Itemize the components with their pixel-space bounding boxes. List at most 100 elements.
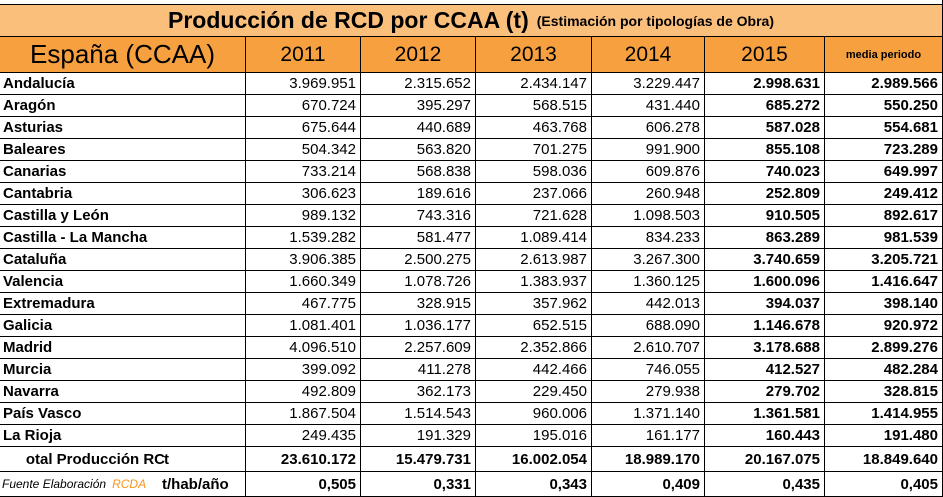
region-name: Navarra — [0, 381, 246, 403]
cell-value: 587.028 — [705, 117, 825, 139]
cell-value: 1.146.678 — [705, 315, 825, 337]
cell-value: 2.989.566 — [825, 73, 943, 95]
cell-value: 3.740.659 — [705, 249, 825, 271]
cell-value: 1.098.503 — [592, 205, 705, 227]
cell-value: 328.915 — [361, 293, 476, 315]
cell-value: 160.443 — [705, 425, 825, 447]
column-header: 2013 — [476, 37, 592, 73]
cell-value: 412.527 — [705, 359, 825, 381]
cell-value: 1.371.140 — [592, 403, 705, 425]
column-header: 2012 — [361, 37, 476, 73]
region-name: Extremadura — [0, 293, 246, 315]
per-capita-value: 0,331 — [361, 472, 476, 497]
cell-value: 189.616 — [361, 183, 476, 205]
total-label: otal Producción RC — [25, 450, 165, 468]
cell-value: 1.414.955 — [825, 403, 943, 425]
cell-value: 2.899.276 — [825, 337, 943, 359]
cell-value: 554.681 — [825, 117, 943, 139]
subtitle: (Estimación por tipologías de Obra) — [536, 12, 774, 29]
cell-value: 2.613.987 — [476, 249, 592, 271]
per-capita-label-cell: Fuente Elaboración RCDA t/hab/año — [0, 472, 246, 497]
column-header: 2011 — [246, 37, 361, 73]
cell-value: 394.037 — [705, 293, 825, 315]
cell-value: 249.435 — [246, 425, 361, 447]
cell-value: 1.539.282 — [246, 227, 361, 249]
cell-value: 1.514.543 — [361, 403, 476, 425]
cell-value: 863.289 — [705, 227, 825, 249]
cell-value: 1.089.414 — [476, 227, 592, 249]
region-name: Madrid — [0, 337, 246, 359]
cell-value: 260.948 — [592, 183, 705, 205]
total-unit: t — [164, 450, 169, 468]
cell-value: 191.329 — [361, 425, 476, 447]
cell-value: 568.838 — [361, 161, 476, 183]
cell-value: 910.505 — [705, 205, 825, 227]
cell-value: 161.177 — [592, 425, 705, 447]
total-value: 20.167.075 — [705, 447, 825, 472]
cell-value: 1.867.504 — [246, 403, 361, 425]
cell-value: 195.016 — [476, 425, 592, 447]
region-name: Canarias — [0, 161, 246, 183]
cell-value: 3.205.721 — [825, 249, 943, 271]
cell-value: 398.140 — [825, 293, 943, 315]
cell-value: 463.768 — [476, 117, 592, 139]
cell-value: 2.434.147 — [476, 73, 592, 95]
column-header: España (CCAA) — [0, 37, 246, 73]
cell-value: 598.036 — [476, 161, 592, 183]
region-name: Murcia — [0, 359, 246, 381]
cell-value: 1.383.937 — [476, 271, 592, 293]
cell-value: 411.278 — [361, 359, 476, 381]
cell-value: 482.284 — [825, 359, 943, 381]
cell-value: 2.352.866 — [476, 337, 592, 359]
cell-value: 746.055 — [592, 359, 705, 381]
cell-value: 991.900 — [592, 139, 705, 161]
cell-value: 1.360.125 — [592, 271, 705, 293]
cell-value: 2.500.275 — [361, 249, 476, 271]
cell-value: 834.233 — [592, 227, 705, 249]
cell-value: 357.962 — [476, 293, 592, 315]
per-capita-value: 0,343 — [476, 472, 592, 497]
column-header: 2015 — [705, 37, 825, 73]
cell-value: 279.702 — [705, 381, 825, 403]
cell-value: 2.998.631 — [705, 73, 825, 95]
column-header: media periodo — [825, 37, 943, 73]
region-name: Aragón — [0, 95, 246, 117]
source-org: RCDA — [112, 477, 147, 491]
region-name: La Rioja — [0, 425, 246, 447]
title: Producción de RCD por CCAA (t) — [168, 7, 529, 33]
cell-value: 440.689 — [361, 117, 476, 139]
cell-value: 431.440 — [592, 95, 705, 117]
cell-value: 606.278 — [592, 117, 705, 139]
cell-value: 581.477 — [361, 227, 476, 249]
cell-value: 1.036.177 — [361, 315, 476, 337]
region-name: País Vasco — [0, 403, 246, 425]
cell-value: 675.644 — [246, 117, 361, 139]
cell-value: 733.214 — [246, 161, 361, 183]
source-text: Fuente Elaboración — [2, 477, 107, 491]
column-header: 2014 — [592, 37, 705, 73]
cell-value: 1.600.096 — [705, 271, 825, 293]
cell-value: 568.515 — [476, 95, 592, 117]
cell-value: 3.267.300 — [592, 249, 705, 271]
per-capita-value: 0,505 — [246, 472, 361, 497]
title-row: Producción de RCD por CCAA (t) (Estimació… — [0, 5, 943, 37]
cell-value: 981.539 — [825, 227, 943, 249]
total-label-cell: otal Producción RC t — [0, 447, 246, 472]
per-capita-value: 0,435 — [705, 472, 825, 497]
cell-value: 395.297 — [361, 95, 476, 117]
cell-value: 989.132 — [246, 205, 361, 227]
cell-value: 442.013 — [592, 293, 705, 315]
cell-value: 3.229.447 — [592, 73, 705, 95]
cell-value: 701.275 — [476, 139, 592, 161]
cell-value: 1.081.401 — [246, 315, 361, 337]
total-value: 18.849.640 — [825, 447, 943, 472]
cell-value: 442.466 — [476, 359, 592, 381]
per-capita-value: 0,409 — [592, 472, 705, 497]
cell-value: 4.096.510 — [246, 337, 361, 359]
cell-value: 237.066 — [476, 183, 592, 205]
region-name: Andalucía — [0, 73, 246, 95]
cell-value: 723.289 — [825, 139, 943, 161]
cell-value: 279.938 — [592, 381, 705, 403]
region-name: Castilla - La Mancha — [0, 227, 246, 249]
